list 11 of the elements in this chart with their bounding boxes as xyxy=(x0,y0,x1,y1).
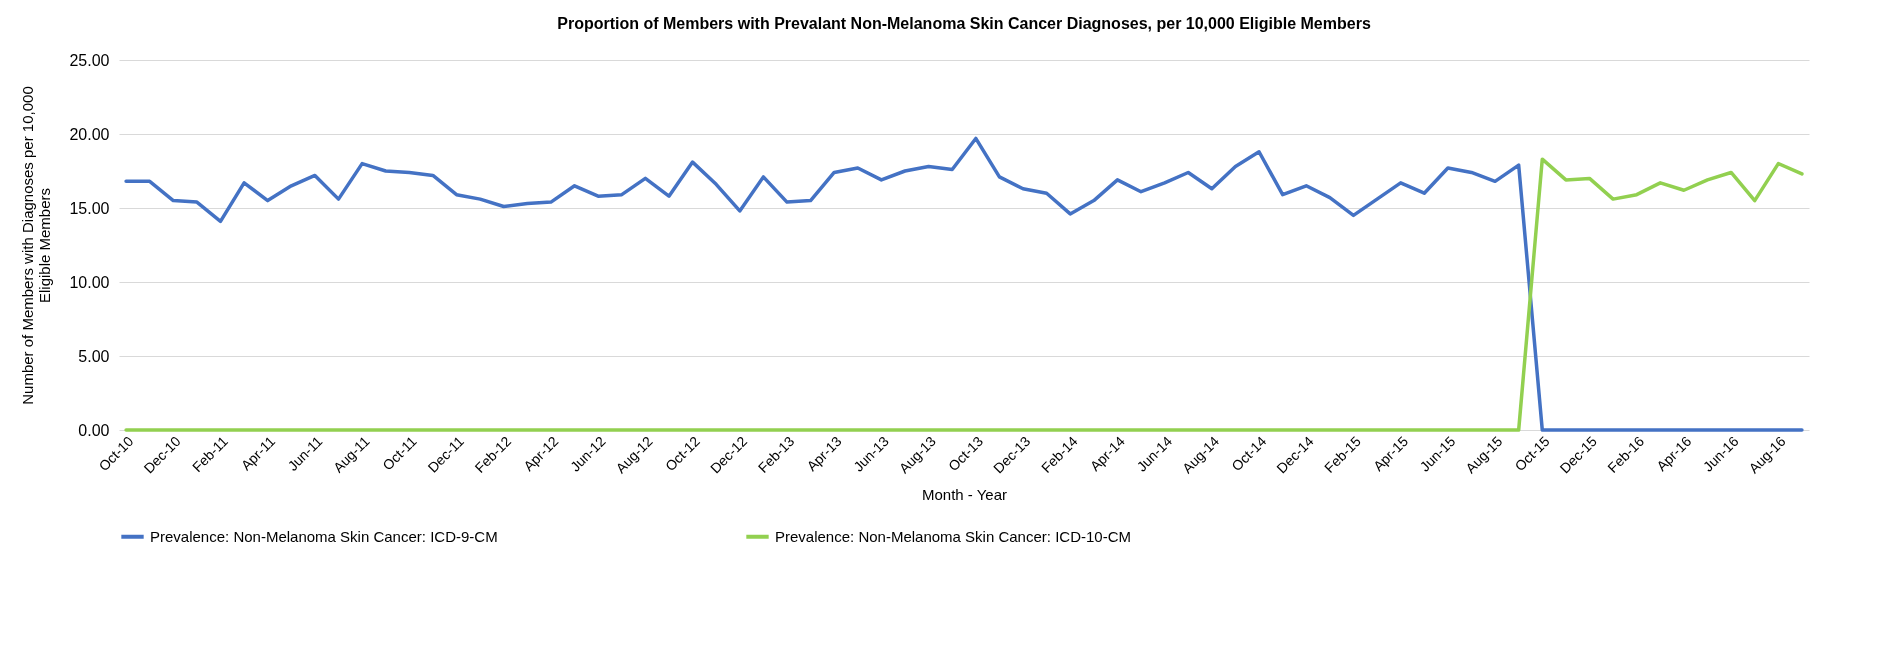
y-axis-title: Number of Members with Diagnoses per 10,000 Eligible Members xyxy=(19,86,54,405)
y-tick-label: 10.00 xyxy=(69,273,110,291)
legend-label: Prevalence: Non-Melanoma Skin Cancer: ICD-9-CM xyxy=(150,527,498,545)
y-tick-label: 15.00 xyxy=(69,199,110,217)
chart-title: Proportion of Members with Prevalant Non-Melanoma Skin Cancer Diagnoses, per 10,000 Eligible Members xyxy=(557,15,1371,32)
y-tick-label: 0.00 xyxy=(78,421,110,439)
y-tick-label: 25.00 xyxy=(69,51,110,69)
y-tick-label: 20.00 xyxy=(69,125,110,143)
y-tick-label: 5.00 xyxy=(78,347,110,365)
x-axis-title: Month - Year xyxy=(921,486,1008,504)
legend-label: Prevalence: Non-Melanoma Skin Cancer: ICD-10-CM xyxy=(775,527,1131,545)
